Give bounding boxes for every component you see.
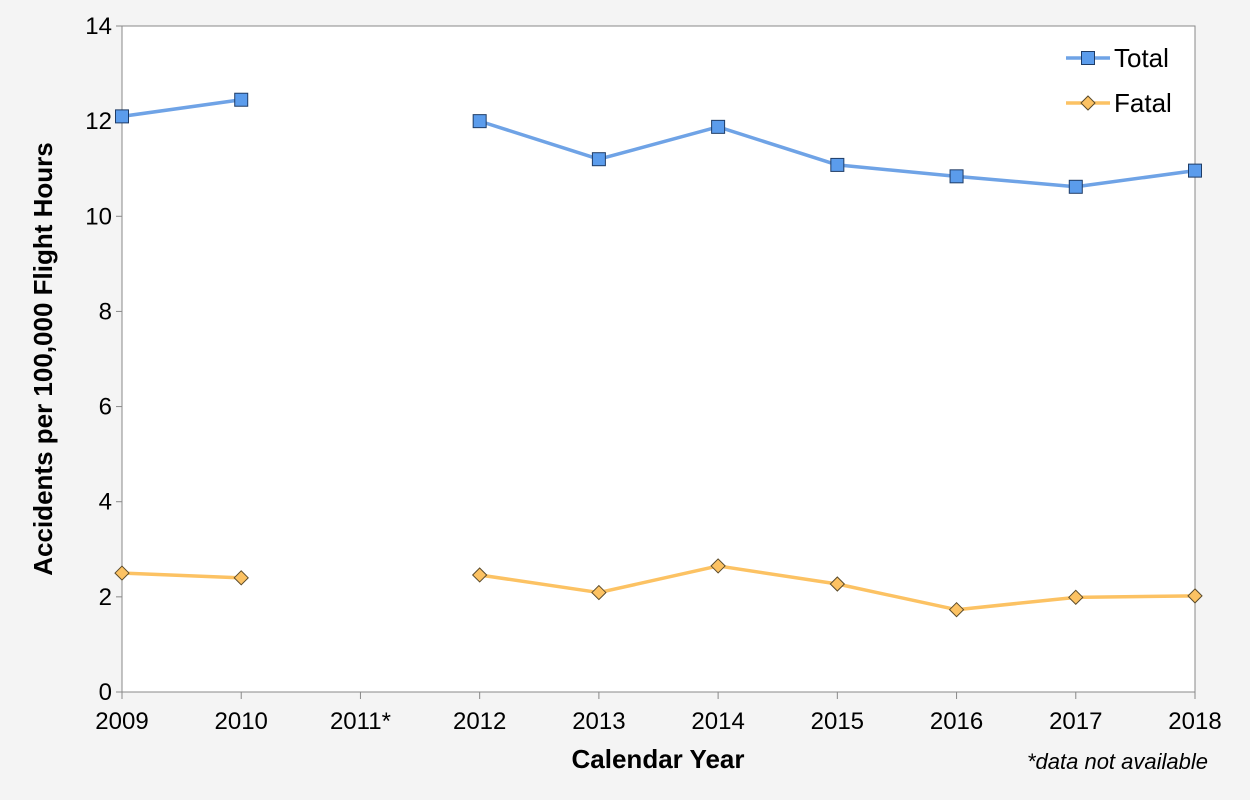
- y-tick-label: 6: [99, 394, 112, 421]
- series-total-point: [711, 119, 726, 134]
- series-fatal-point: [710, 558, 726, 574]
- y-tick-label: 2: [99, 584, 112, 611]
- series-total-line: [121, 98, 242, 119]
- series-total-point: [1068, 179, 1083, 194]
- y-tick-label: 10: [85, 203, 112, 230]
- y-axis-title: Accidents per 100,000 Flight Hours: [28, 142, 58, 575]
- legend-swatch-marker: [1081, 51, 1095, 65]
- series-fatal-point: [1187, 588, 1203, 604]
- series-fatal-point: [471, 567, 488, 583]
- y-axis: 0 2 4 6 8 10 12 14: [85, 13, 123, 706]
- series-fatal: [114, 558, 1203, 618]
- footnote: *data not available: [1027, 749, 1208, 774]
- series-total-point: [234, 92, 249, 107]
- series-fatal-point: [114, 565, 130, 581]
- y-tick-label: 0: [99, 679, 112, 706]
- x-axis-title: Calendar Year: [572, 744, 745, 774]
- y-tick-label: 4: [99, 489, 112, 516]
- series-layer: [114, 92, 1203, 618]
- x-tick-label: 2017: [1049, 708, 1102, 735]
- series-total-point: [830, 157, 845, 172]
- series-fatal-point: [233, 570, 249, 586]
- y-tick-label: 14: [85, 13, 112, 40]
- series-total-point: [949, 169, 964, 184]
- x-tick-label: 2016: [930, 708, 983, 735]
- plot-area: [121, 25, 1196, 693]
- x-tick-label: 2014: [691, 708, 744, 735]
- y-tick-label: 8: [99, 298, 112, 325]
- x-axis: 2009 2010 2011* 2012 2013 2014 2015 2016 2017 201…: [95, 691, 1222, 735]
- series-fatal-line: [121, 571, 242, 580]
- x-tick-label: 2012: [453, 708, 506, 735]
- x-tick-label: 2009: [95, 708, 148, 735]
- series-fatal-point: [591, 584, 607, 601]
- series-total-point: [591, 152, 606, 167]
- series-fatal-point: [948, 601, 965, 618]
- series-fatal-point: [1068, 589, 1084, 606]
- x-tick-label: 2015: [811, 708, 864, 735]
- legend: Total Fatal: [1066, 43, 1172, 118]
- legend-item-total: Total: [1066, 43, 1169, 73]
- y-tick-label: 12: [85, 108, 112, 135]
- legend-label: Total: [1114, 43, 1169, 73]
- legend-label: Fatal: [1114, 88, 1172, 118]
- x-tick-label: 2011*: [330, 708, 391, 735]
- series-fatal-point: [829, 576, 846, 592]
- series-total: [115, 92, 1202, 194]
- x-tick-label: 2013: [572, 708, 625, 735]
- series-total-point: [472, 114, 487, 129]
- series-total-point: [115, 109, 129, 124]
- legend-item-fatal: Fatal: [1066, 88, 1172, 118]
- x-tick-label: 2010: [215, 708, 268, 735]
- legend-swatch-marker: [1080, 95, 1096, 111]
- series-total-point: [1188, 163, 1202, 178]
- x-tick-label: 2018: [1168, 708, 1221, 735]
